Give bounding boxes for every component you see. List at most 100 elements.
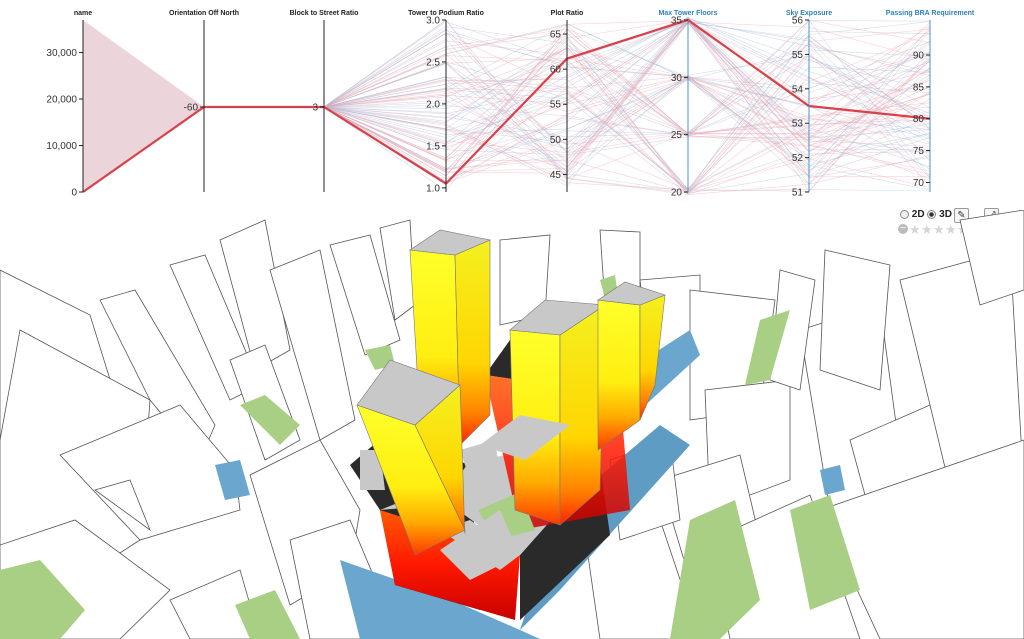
background-series-line [323,17,931,160]
background-series-line [323,55,931,138]
highlighted-line [82,18,931,193]
tick-label: -60 [184,103,199,114]
background-series-line [323,28,931,135]
background-series-line [323,23,931,168]
axis-title[interactable]: Block to Street Ratio [290,10,359,17]
tick-label: 70 [913,178,925,189]
tick-label: 52 [792,153,804,164]
axis-title[interactable]: Orientation Off North [169,10,239,17]
tick-label: 20 [671,188,683,199]
background-series-line [323,61,931,150]
tick-label: 80 [913,114,925,125]
tick-label: 85 [913,82,925,93]
background-series-line [323,20,931,192]
background-series-line [323,40,931,134]
background-series-line [323,77,931,180]
tick-label: 0 [71,188,77,199]
tick-label: 75 [913,146,925,157]
radio-2d[interactable] [900,210,909,219]
tick-label: 51 [792,188,804,199]
parks [0,275,860,639]
star-icon[interactable]: ★ [909,222,921,237]
background-series-line [323,54,931,145]
proposed-massing [350,229,666,620]
background-series-line [323,47,931,191]
background-series-line [323,19,931,193]
background-series-line [323,18,931,168]
background-series-line [323,22,931,108]
background-lines [83,16,931,196]
name-band [83,20,204,192]
radio-3d[interactable] [927,210,937,219]
axis-title[interactable]: Tower to Podium Ratio [408,10,484,17]
tick-label: 45 [550,170,562,181]
background-series-line [323,21,931,162]
background-series-line [323,19,931,172]
background-series-line [323,36,931,194]
tick-label: 2.0 [426,99,440,110]
background-series-line [323,28,931,177]
tick-label: 90 [913,51,925,62]
background-series-line [323,16,931,165]
tick-label: 1.0 [426,183,440,194]
tick-label: 65 [550,30,562,41]
background-series-line [323,33,931,136]
background-series-line [323,16,931,151]
tick-label: 30 [671,73,683,84]
background-series-line [323,77,931,169]
background-series-line [323,20,931,173]
background-series-line [323,22,931,162]
background-series-line [323,58,931,161]
label-2d: 2D [911,209,925,220]
tick-label: 2.5 [426,57,440,68]
background-series-line [323,79,931,145]
background-series-line [323,66,931,195]
background-series-line [323,31,931,133]
background-series-line [323,21,931,185]
background-series-line [323,28,931,194]
tick-label: 3.0 [426,16,440,27]
star-icon[interactable]: ★ [921,222,933,237]
tick-label: 55 [550,100,562,111]
tick-label: 3 [312,103,318,114]
background-series-line [323,106,931,182]
background-series-line [323,86,931,193]
parallel-coordinates-chart[interactable]: name 0 10,000 20,000 30,000 Orientation Off N… [0,0,1024,205]
background-series-line [323,19,931,154]
star-icon[interactable]: ★ [945,222,957,237]
background-series-line [323,77,931,160]
background-series-line [323,78,931,185]
axis-title[interactable]: Passing BRA Requirement [886,10,975,17]
axes: name 0 10,000 20,000 30,000 Orientation Off N… [46,10,974,199]
background-series-line [323,24,931,136]
background-series-line [323,29,931,196]
background-series-line [323,21,931,161]
tick-label: 50 [550,135,562,146]
tick-label: 56 [792,16,804,27]
tick-label: 60 [550,65,562,76]
highlighted-series-line[interactable] [82,18,931,193]
clear-rating-icon[interactable]: − [898,224,908,234]
background-series-line [323,54,931,191]
background-series-line [323,48,931,194]
tick-label: 30,000 [46,48,77,59]
axis-title[interactable]: Sky Exposure [786,10,832,17]
star-icon[interactable]: ★ [933,222,945,237]
background-series-line [323,40,931,156]
background-series-line [323,93,931,191]
axis-title[interactable]: Max Tower Floors [659,10,718,17]
label-3d: 3D [939,209,952,220]
tick-label: 55 [792,50,804,61]
tick-label: 25 [671,130,683,141]
axis-title[interactable]: Plot Ratio [551,10,584,17]
3d-viewport[interactable] [0,210,1024,639]
background-series-line [323,26,931,194]
axis-title[interactable]: name [74,10,92,17]
tick-label: 1.5 [426,141,440,152]
3d-scene[interactable] [0,210,1024,639]
background-series-line [323,17,931,166]
tick-label: 53 [792,119,804,130]
tick-label: 35 [671,16,683,27]
tick-label: 54 [792,84,804,95]
background-series-line [323,41,931,171]
